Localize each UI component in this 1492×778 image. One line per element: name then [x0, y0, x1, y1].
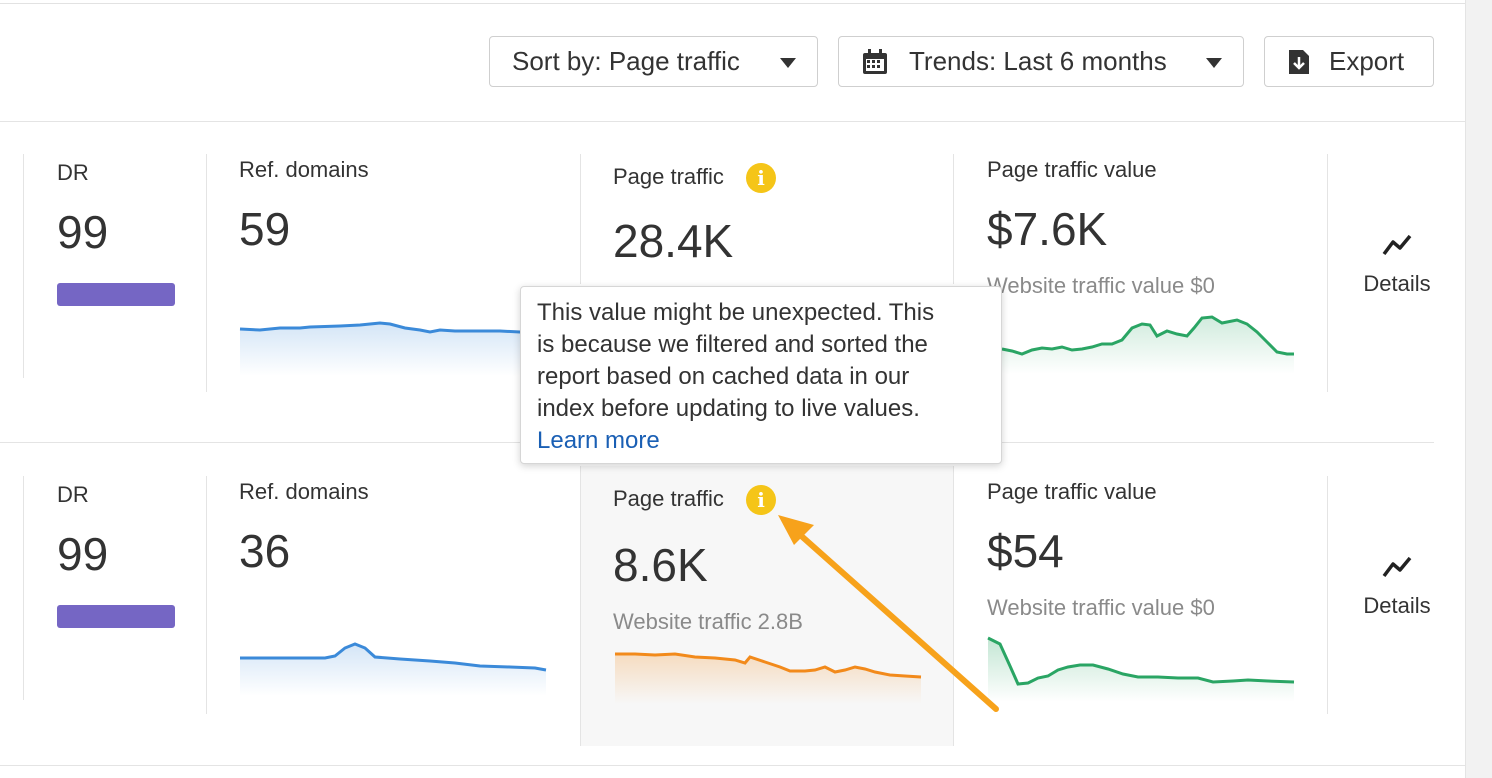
caret-down-icon	[1206, 58, 1222, 68]
trends-label: Trends: Last 6 months	[909, 46, 1167, 76]
scrollbar-track[interactable]	[1465, 0, 1492, 778]
page-traffic-value[interactable]: 28.4K	[613, 215, 734, 267]
website-traffic-value: Website traffic value $0	[987, 273, 1215, 298]
tooltip-text-line: is because we filtered and sorted the	[537, 331, 928, 358]
column-divider	[1327, 476, 1328, 714]
page-traffic-value-label: Page traffic value	[987, 479, 1157, 504]
dr-bar	[57, 605, 175, 628]
ref-domains-value[interactable]: 59	[239, 203, 291, 255]
column-divider	[953, 154, 954, 284]
details-label: Details	[1363, 593, 1431, 618]
website-traffic-value: Website traffic value $0	[987, 595, 1215, 620]
ref-domains-label: Ref. domains	[239, 479, 369, 504]
trends-dropdown[interactable]: Trends: Last 6 months	[838, 36, 1244, 87]
row-divider	[0, 765, 1465, 766]
details-button[interactable]: Details	[1352, 232, 1442, 297]
page-traffic-value-amount: $7.6K	[987, 203, 1108, 255]
page-traffic-sparkline	[615, 652, 922, 704]
column-divider	[953, 466, 954, 746]
learn-more-link[interactable]: Learn more	[537, 427, 660, 454]
details-button[interactable]: Details	[1352, 554, 1442, 619]
column-divider	[580, 466, 581, 746]
column-divider	[23, 154, 24, 378]
dr-value: 99	[57, 528, 109, 580]
ref-domains-sparkline	[239, 321, 531, 376]
info-tooltip: This value might be unexpected. This is …	[520, 286, 1002, 464]
dr-value: 99	[57, 206, 109, 258]
info-icon[interactable]: i	[746, 485, 776, 515]
tooltip-text-line: This value might be unexpected. This	[537, 299, 935, 326]
ref-domains-value[interactable]: 36	[239, 525, 291, 577]
top-divider	[0, 3, 1465, 4]
page-traffic-label: Page traffic	[613, 486, 724, 511]
column-divider	[206, 154, 207, 392]
caret-down-icon	[780, 58, 796, 68]
header-divider	[0, 121, 1465, 122]
dr-bar	[57, 283, 175, 306]
download-file-icon	[1289, 49, 1309, 74]
column-divider	[206, 476, 207, 714]
column-divider	[23, 476, 24, 700]
trend-line-icon	[1382, 234, 1412, 256]
dr-label: DR	[57, 160, 89, 185]
trend-line-icon	[1382, 556, 1412, 578]
column-divider	[1327, 154, 1328, 392]
page-traffic-value-sparkline	[987, 636, 1295, 702]
page-traffic-label: Page traffic	[613, 164, 724, 189]
ref-domains-sparkline	[240, 642, 547, 696]
calendar-icon	[863, 48, 887, 74]
dr-label: DR	[57, 482, 89, 507]
export-button[interactable]: Export	[1264, 36, 1434, 87]
export-label: Export	[1329, 46, 1405, 76]
info-icon[interactable]: i	[746, 163, 776, 193]
page-traffic-value-label: Page traffic value	[987, 157, 1157, 182]
tooltip-text-line: index before updating to live values.	[537, 395, 920, 422]
sort-dropdown[interactable]: Sort by: Page traffic	[489, 36, 818, 87]
tooltip-text-line: report based on cached data in our	[537, 363, 910, 390]
column-divider	[580, 154, 581, 284]
page-traffic-value-sparkline	[1001, 315, 1294, 374]
page-traffic-value-amount: $54	[987, 525, 1064, 577]
details-label: Details	[1363, 271, 1431, 296]
website-traffic: Website traffic 2.8B	[613, 609, 803, 634]
sort-label: Sort by: Page traffic	[512, 46, 740, 76]
page-traffic-value[interactable]: 8.6K	[613, 539, 708, 591]
ref-domains-label: Ref. domains	[239, 157, 369, 182]
